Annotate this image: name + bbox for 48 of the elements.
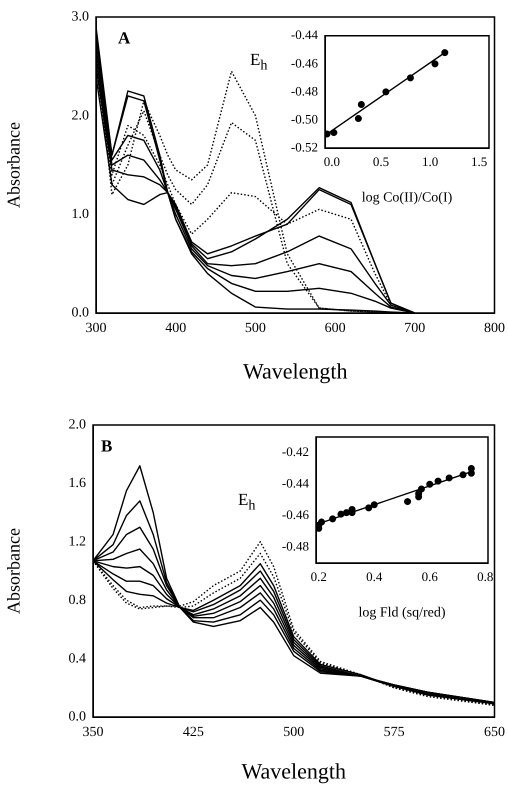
- x-axis-title: log Co(II)/Co(I): [362, 190, 453, 206]
- annotation: A: [118, 28, 131, 48]
- y-tick-label: 0.0: [72, 306, 89, 321]
- x-axis-title: log Fld (sq/red): [358, 605, 446, 620]
- x-axis-title: Wavelength: [241, 758, 346, 784]
- y-tick-label: -0.42: [282, 444, 309, 460]
- x-tick-label: 1.0: [422, 154, 438, 170]
- annotation: B: [101, 436, 112, 456]
- x-tick-label: 0.0: [324, 154, 340, 170]
- x-tick-label: 500: [244, 321, 266, 336]
- x-tick-label: 800: [484, 321, 505, 336]
- y-tick-label: -0.44: [282, 476, 310, 491]
- y-tick-label: 0.8: [68, 592, 86, 608]
- y-tick-label: -0.48: [290, 83, 318, 98]
- y-axis-title: Absorbance: [4, 528, 24, 614]
- y-tick-label: 2.0: [72, 108, 89, 124]
- y-tick-label: 3.0: [72, 10, 89, 25]
- x-tick-label: 600: [324, 321, 346, 336]
- x-tick-label: 650: [484, 725, 505, 740]
- x-axis-title: Wavelength: [242, 358, 348, 384]
- y-tick-label: -0.48: [282, 538, 309, 554]
- x-tick-label: 700: [404, 321, 426, 336]
- y-tick-label: 1.6: [68, 476, 86, 492]
- y-axis-title: E$_{h}$: [238, 490, 256, 514]
- y-tick-label: 1.2: [68, 534, 86, 550]
- y-tick-label: -0.50: [290, 111, 318, 126]
- y-tick-label: -0.46: [290, 55, 318, 70]
- x-tick-label: 0.8: [477, 569, 494, 584]
- y-tick-label: -0.52: [290, 139, 318, 154]
- y-tick-label: -0.44: [290, 27, 318, 42]
- x-tick-label: 350: [82, 725, 104, 740]
- x-tick-label: 0.4: [366, 569, 383, 584]
- x-tick-label: 1.5: [471, 154, 488, 170]
- x-tick-label: 575: [384, 725, 405, 740]
- x-tick-label: 425: [182, 725, 204, 740]
- x-tick-label: 300: [86, 321, 106, 336]
- x-tick-label: 400: [165, 321, 186, 336]
- y-axis-title: E$_{h}$: [250, 50, 268, 74]
- x-tick-label: 0.5: [372, 154, 390, 170]
- y-axis-title: Absorbance: [4, 122, 24, 208]
- y-tick-label: -0.46: [282, 507, 310, 522]
- y-tick-label: 0.4: [68, 651, 86, 666]
- y-tick-label: 1.0: [72, 207, 89, 222]
- y-tick-label: 0.0: [68, 710, 86, 725]
- x-tick-label: 0.2: [310, 569, 327, 584]
- y-tick-label: 2.0: [68, 418, 86, 433]
- x-tick-label: 500: [283, 725, 304, 740]
- x-tick-label: 0.6: [422, 569, 438, 584]
